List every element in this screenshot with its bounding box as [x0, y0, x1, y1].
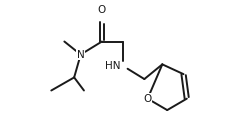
Text: HN: HN: [105, 61, 121, 71]
Text: O: O: [144, 94, 152, 104]
Text: N: N: [77, 50, 85, 60]
Text: O: O: [98, 5, 106, 15]
